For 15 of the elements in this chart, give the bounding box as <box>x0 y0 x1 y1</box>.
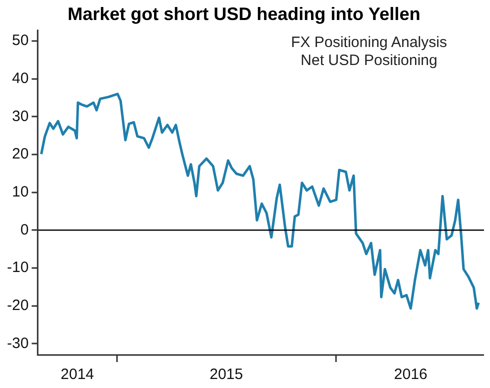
y-tick-label: -30 <box>6 334 29 352</box>
y-tick-label: -20 <box>6 296 29 314</box>
annotation: FX Positioning Analysis <box>291 34 447 52</box>
y-tick-label: 50 <box>12 32 29 50</box>
x-tick-label: 2016 <box>394 366 428 384</box>
chart-title: Market got short USD heading into Yellen <box>68 4 420 24</box>
y-tick-label: 0 <box>20 221 29 238</box>
y-tick-label: -10 <box>6 259 29 276</box>
x-tick-label: 2015 <box>210 366 243 384</box>
y-tick-label: 40 <box>12 70 29 87</box>
annotation: Net USD Positioning <box>300 52 438 70</box>
y-tick-label: 30 <box>12 108 29 125</box>
y-tick-label: 20 <box>12 146 29 163</box>
x-tick-label: 2014 <box>60 366 94 384</box>
y-tick-label: 10 <box>12 183 29 200</box>
